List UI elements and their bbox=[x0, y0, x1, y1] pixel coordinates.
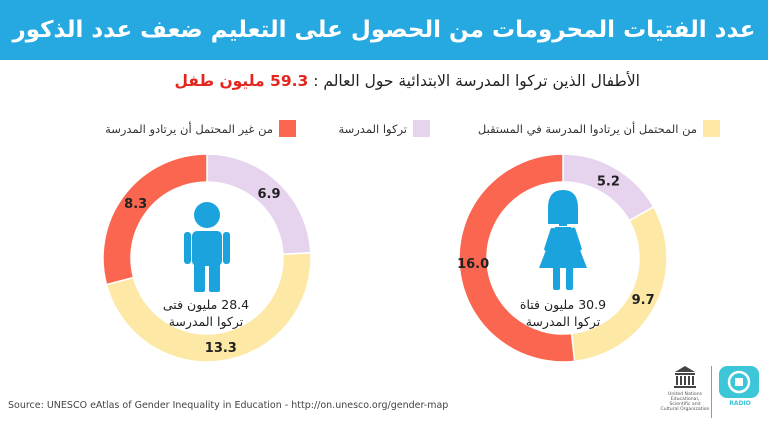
boys-caption: تركوا المدرسة bbox=[168, 314, 244, 329]
subtitle-highlight: 59.3 مليون طفل bbox=[174, 72, 309, 90]
donut-slice bbox=[105, 252, 312, 363]
legend-label: من المحتمل أن يرتادوا المدرسة في المستقب… bbox=[477, 121, 697, 136]
logo-divider bbox=[711, 366, 712, 418]
donut-slice bbox=[102, 153, 208, 286]
donut-slice bbox=[570, 205, 668, 363]
radio-logo-icon bbox=[719, 366, 759, 398]
boys-center-label: 28.4 مليون فتى تركوا المدرسة bbox=[131, 296, 281, 330]
legend-label: من غير المحتمل أن يرتادو المدرسة bbox=[105, 121, 273, 136]
donut-girls: 5.2 9.7 16.0 bbox=[457, 153, 668, 363]
legend-swatch bbox=[703, 120, 720, 137]
subtitle: الأطفال الذين تركوا المدرسة الابتدائية ح… bbox=[174, 72, 640, 90]
unesco-logo-icon bbox=[674, 366, 696, 388]
slice-value-label: 5.2 bbox=[597, 174, 620, 189]
donut-slice bbox=[458, 153, 576, 363]
boy-icon bbox=[184, 202, 230, 292]
legend-item-left: تركوا المدرسة bbox=[338, 120, 430, 137]
legend-label: تركوا المدرسة bbox=[338, 121, 407, 136]
girls-center-label: 30.9 مليون فتاة تركوا المدرسة bbox=[488, 296, 638, 330]
title-bar: عدد الفتيات المحرومات من الحصول على التع… bbox=[0, 0, 768, 60]
girl-icon bbox=[539, 190, 587, 290]
slice-value-label: 6.9 bbox=[258, 187, 281, 202]
slice-value-label: 16.0 bbox=[457, 257, 489, 272]
legend-swatch bbox=[413, 120, 430, 137]
donut-boys: 6.9 13.3 8.3 bbox=[102, 153, 312, 363]
legend-item-unlikely: من غير المحتمل أن يرتادو المدرسة bbox=[105, 120, 296, 137]
legend-swatch bbox=[279, 120, 296, 137]
source-note: Source: UNESCO eAtlas of Gender Inequali… bbox=[8, 400, 449, 411]
subtitle-text: الأطفال الذين تركوا المدرسة الابتدائية ح… bbox=[308, 72, 640, 90]
donut-slice bbox=[206, 153, 312, 256]
slice-value-label: 9.7 bbox=[632, 293, 655, 308]
slice-value-label: 13.3 bbox=[205, 341, 237, 356]
girls-caption: تركوا المدرسة bbox=[525, 314, 601, 329]
boys-total: 28.4 مليون فتى bbox=[162, 297, 250, 312]
girls-total: 30.9 مليون فتاة bbox=[519, 297, 607, 312]
slice-value-label: 8.3 bbox=[124, 197, 147, 212]
legend-item-future: من المحتمل أن يرتادوا المدرسة في المستقب… bbox=[478, 120, 720, 137]
unesco-caption: United Nations Educational, Scientific a… bbox=[660, 392, 710, 412]
radio-caption: RADIO bbox=[729, 400, 751, 407]
page-title: عدد الفتيات المحرومات من الحصول على التع… bbox=[12, 17, 756, 43]
